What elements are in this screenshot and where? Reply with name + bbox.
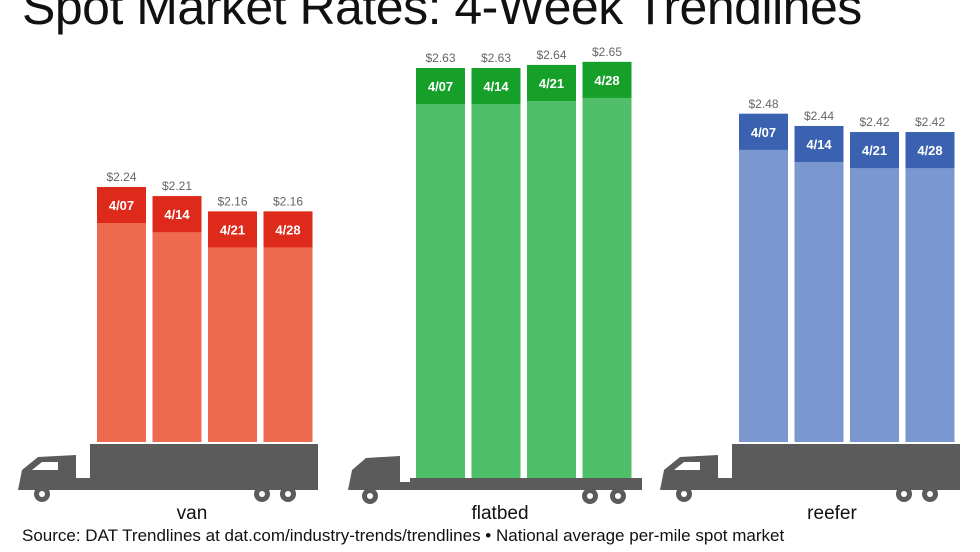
wheel-hub — [681, 491, 687, 497]
value-label: $2.24 — [106, 170, 136, 184]
category-label-van: van — [177, 503, 208, 524]
week-label: 4/21 — [539, 76, 564, 91]
cab-window — [674, 462, 700, 470]
bar — [208, 211, 257, 442]
week-label: 4/21 — [862, 143, 887, 158]
week-label: 4/07 — [751, 125, 776, 140]
bar-reefer-4/28: 4/28 $2.42 — [905, 115, 955, 443]
bar-flatbed-4/07: 4/07 $2.63 — [416, 51, 465, 478]
bar-date-band — [471, 68, 521, 104]
week-label: 4/28 — [917, 143, 942, 158]
week-label: 4/07 — [109, 198, 134, 213]
bar-date-band — [739, 113, 788, 150]
bar-van-4/14: 4/14 $2.21 — [152, 179, 202, 442]
wheel-hub — [615, 493, 621, 499]
wheel-hub — [367, 493, 373, 499]
value-label: $2.44 — [804, 109, 834, 123]
week-label: 4/21 — [220, 222, 245, 237]
bar-date-band — [263, 211, 313, 248]
chart-title: Spot Market Rates: 4-Week Trendlines — [22, 0, 862, 35]
value-label: $2.63 — [481, 51, 511, 65]
truck-cab — [18, 455, 90, 490]
trailer-box — [90, 444, 318, 490]
bar-flatbed-4/28: 4/28 $2.65 — [582, 45, 632, 479]
bar — [794, 125, 844, 442]
bar — [263, 211, 313, 442]
bar-van-4/28: 4/28 $2.16 — [263, 194, 313, 442]
category-label-reefer: reefer — [807, 503, 857, 524]
source-note: Source: DAT Trendlines at dat.com/indust… — [22, 526, 785, 545]
bar — [850, 132, 899, 443]
flatbed-deck — [410, 478, 642, 490]
bar — [152, 196, 202, 442]
bar-reefer-4/21: 4/21 $2.42 — [850, 115, 899, 443]
bar-date-band — [850, 132, 899, 169]
value-label: $2.16 — [273, 194, 303, 208]
week-label: 4/28 — [275, 222, 300, 237]
wheel-hub — [927, 491, 933, 497]
bar-date-band — [152, 196, 202, 233]
bar-van-4/21: 4/21 $2.16 — [208, 194, 257, 442]
bar-reefer-4/07: 4/07 $2.48 — [739, 97, 788, 443]
wheel-hub — [901, 491, 907, 497]
bar-date-band — [527, 64, 576, 101]
value-label: $2.48 — [748, 97, 778, 111]
truck-cab — [660, 455, 732, 490]
bar — [527, 64, 576, 478]
bar — [97, 187, 146, 442]
week-label: 4/14 — [164, 207, 190, 222]
semi-truck-flatbed-trailer-icon — [348, 456, 642, 504]
bar-reefer-4/14: 4/14 $2.44 — [794, 109, 844, 442]
bar-date-band — [208, 211, 257, 248]
bar-group-reefer: 4/07 $2.48 4/14 $2.44 4/21 $2.42 4/28 $2.42 reef… — [660, 97, 960, 524]
bar-group-van: 4/07 $2.24 4/14 $2.21 4/21 $2.16 4/28 $2.16 van — [18, 170, 318, 524]
week-label: 4/14 — [806, 137, 832, 152]
value-label: $2.64 — [536, 48, 566, 62]
bar — [905, 132, 955, 443]
wheel-hub — [285, 491, 291, 497]
trailer-box — [732, 444, 960, 490]
value-label: $2.42 — [859, 115, 889, 129]
week-label: 4/28 — [594, 73, 619, 88]
bar-group-flatbed: 4/07 $2.63 4/14 $2.63 4/21 $2.64 4/28 $2.65 flat… — [348, 45, 642, 524]
bar-date-band — [416, 68, 465, 104]
wheel-hub — [259, 491, 265, 497]
semi-truck-reefer-trailer-icon — [660, 444, 960, 502]
wheel-hub — [39, 491, 45, 497]
truck-cab — [348, 456, 410, 490]
wheel-hub — [587, 493, 593, 499]
value-label: $2.63 — [425, 51, 455, 65]
bar-date-band — [905, 132, 955, 169]
week-label: 4/14 — [483, 79, 509, 94]
category-label-flatbed: flatbed — [471, 503, 528, 524]
value-label: $2.42 — [915, 115, 945, 129]
bar — [416, 68, 465, 478]
bar-date-band — [794, 125, 844, 162]
bar-flatbed-4/14: 4/14 $2.63 — [471, 51, 521, 478]
value-label: $2.21 — [162, 179, 192, 193]
value-label: $2.16 — [217, 194, 247, 208]
bar-flatbed-4/21: 4/21 $2.64 — [527, 48, 576, 478]
week-label: 4/07 — [428, 79, 453, 94]
cab-window — [32, 462, 58, 470]
bar — [582, 61, 632, 479]
bar-van-4/07: 4/07 $2.24 — [97, 170, 146, 442]
value-label: $2.65 — [592, 45, 622, 59]
bar-date-band — [582, 61, 632, 98]
bar — [471, 68, 521, 478]
bar — [739, 113, 788, 443]
bar-date-band — [97, 187, 146, 223]
semi-truck-van-trailer-icon — [18, 444, 318, 502]
